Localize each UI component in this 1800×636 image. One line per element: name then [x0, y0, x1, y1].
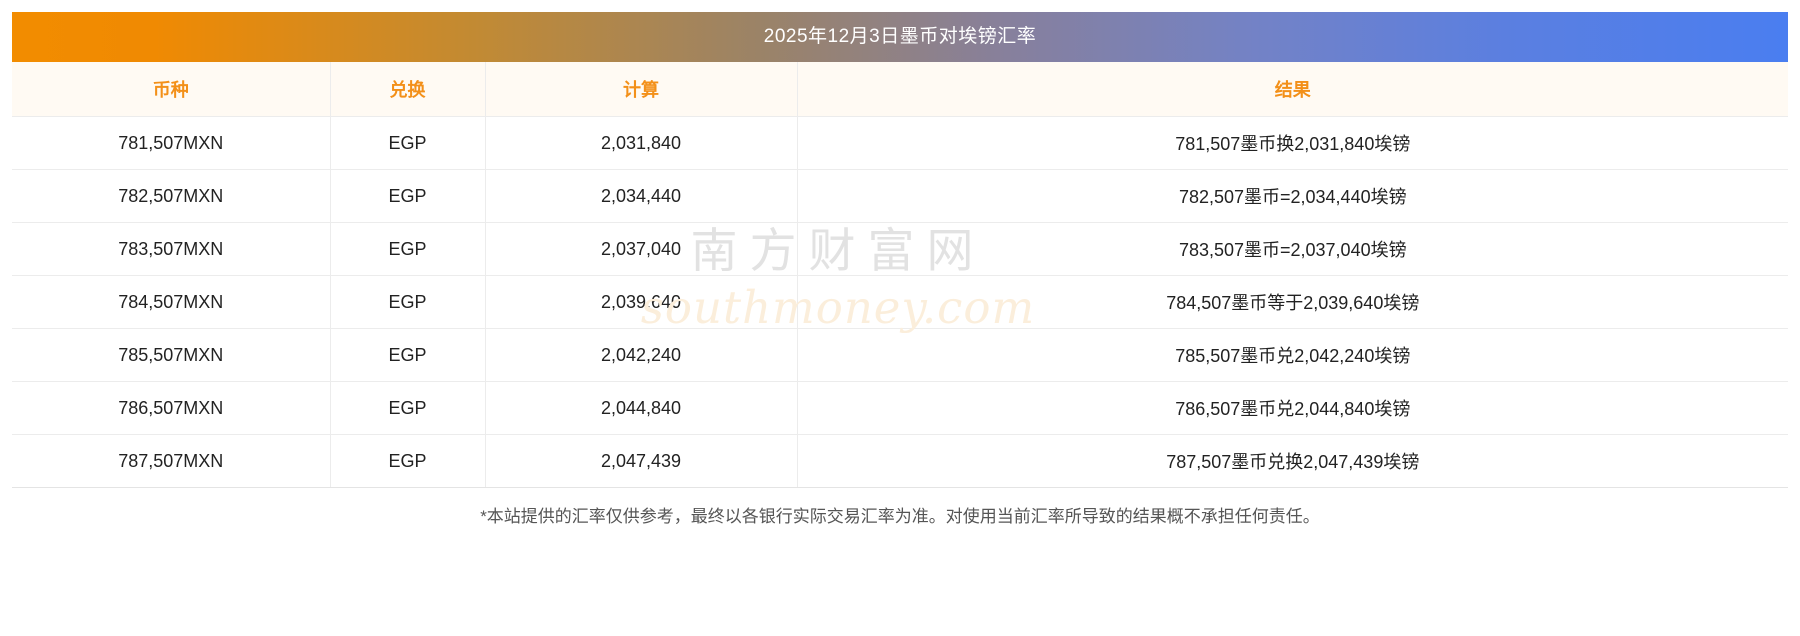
cell-exchange: EGP — [330, 275, 486, 329]
cell-currency: 782,507MXN — [12, 169, 331, 223]
column-header-exchange: 兑换 — [330, 62, 486, 117]
table-header-row: 币种 兑换 计算 结果 — [12, 62, 1789, 117]
table-row: 787,507MXN EGP 2,047,439 787,507墨币兑换2,04… — [12, 434, 1789, 488]
cell-calc: 2,042,240 — [485, 328, 798, 382]
cell-result: 785,507墨币兑2,042,240埃镑 — [797, 328, 1789, 382]
cell-exchange: EGP — [330, 222, 486, 276]
cell-calc: 2,039,640 — [485, 275, 798, 329]
cell-result: 786,507墨币兑2,044,840埃镑 — [797, 381, 1789, 435]
table-title-cell: 2025年12月3日墨币对埃镑汇率 — [12, 12, 1789, 62]
cell-currency: 784,507MXN — [12, 275, 331, 329]
cell-calc: 2,047,439 — [485, 434, 798, 488]
column-header-currency: 币种 — [12, 62, 331, 117]
page-title: 2025年12月3日墨币对埃镑汇率 — [12, 12, 1789, 62]
cell-calc: 2,034,440 — [485, 169, 798, 223]
table-row: 781,507MXN EGP 2,031,840 781,507墨币换2,031… — [12, 116, 1789, 170]
cell-result: 783,507墨币=2,037,040埃镑 — [797, 222, 1789, 276]
exchange-rate-table: 2025年12月3日墨币对埃镑汇率 币种 兑换 计算 结果 781,507MXN… — [12, 12, 1789, 488]
cell-calc: 2,031,840 — [485, 116, 798, 170]
table-body: 781,507MXN EGP 2,031,840 781,507墨币换2,031… — [12, 116, 1789, 488]
cell-result: 787,507墨币兑换2,047,439埃镑 — [797, 434, 1789, 488]
table-row: 784,507MXN EGP 2,039,640 784,507墨币等于2,03… — [12, 275, 1789, 329]
column-header-result: 结果 — [797, 62, 1789, 117]
table-row: 786,507MXN EGP 2,044,840 786,507墨币兑2,044… — [12, 381, 1789, 435]
table-title-row: 2025年12月3日墨币对埃镑汇率 — [12, 12, 1789, 62]
cell-currency: 781,507MXN — [12, 116, 331, 170]
cell-exchange: EGP — [330, 328, 486, 382]
cell-exchange: EGP — [330, 169, 486, 223]
table-row: 783,507MXN EGP 2,037,040 783,507墨币=2,037… — [12, 222, 1789, 276]
cell-exchange: EGP — [330, 434, 486, 488]
cell-currency: 783,507MXN — [12, 222, 331, 276]
cell-calc: 2,037,040 — [485, 222, 798, 276]
cell-exchange: EGP — [330, 116, 486, 170]
cell-currency: 787,507MXN — [12, 434, 331, 488]
table-row: 782,507MXN EGP 2,034,440 782,507墨币=2,034… — [12, 169, 1789, 223]
table-row: 785,507MXN EGP 2,042,240 785,507墨币兑2,042… — [12, 328, 1789, 382]
disclaimer-note: *本站提供的汇率仅供参考，最终以各银行实际交易汇率为准。对使用当前汇率所导致的结… — [480, 507, 1320, 526]
cell-currency: 786,507MXN — [12, 381, 331, 435]
cell-result: 782,507墨币=2,034,440埃镑 — [797, 169, 1789, 223]
cell-result: 784,507墨币等于2,039,640埃镑 — [797, 275, 1789, 329]
cell-currency: 785,507MXN — [12, 328, 331, 382]
cell-exchange: EGP — [330, 381, 486, 435]
column-header-calc: 计算 — [485, 62, 798, 117]
cell-result: 781,507墨币换2,031,840埃镑 — [797, 116, 1789, 170]
cell-calc: 2,044,840 — [485, 381, 798, 435]
